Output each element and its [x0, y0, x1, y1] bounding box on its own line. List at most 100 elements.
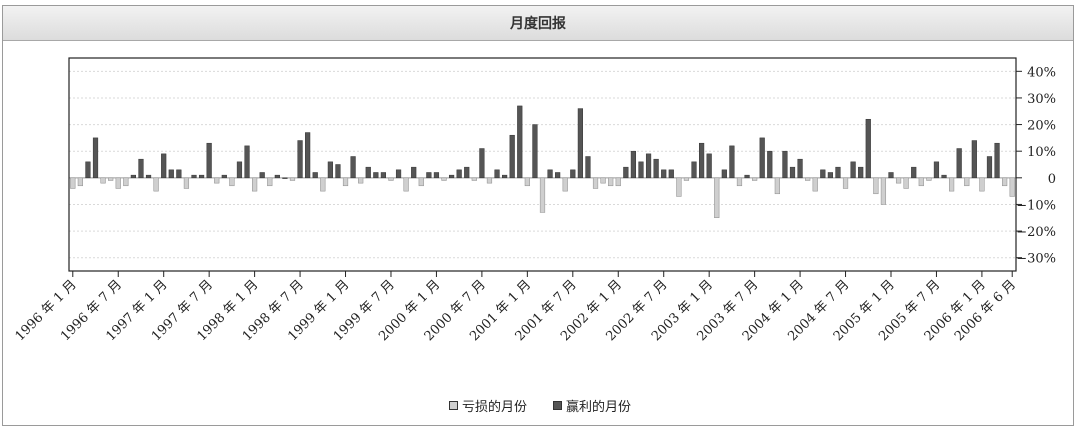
bar-gain — [661, 169, 667, 179]
bar-gain — [221, 174, 227, 179]
bar-loss — [736, 177, 743, 187]
bar-loss — [123, 177, 129, 187]
bar-gain — [645, 153, 652, 179]
bar-gain — [850, 161, 856, 179]
bar-gain — [274, 174, 280, 179]
y-tick-label: 40% — [1027, 65, 1056, 80]
bar-gain — [282, 177, 288, 179]
bar-gain — [729, 145, 735, 179]
bar-gain — [585, 156, 591, 179]
bar-gain — [706, 153, 712, 179]
bar-gain — [191, 174, 197, 179]
bar-gain — [623, 166, 629, 179]
legend-label-loss: 亏损的月份 — [461, 400, 527, 415]
bar-gain — [168, 169, 174, 179]
bar-gain — [85, 161, 91, 179]
y-tick-label: −10% — [1016, 198, 1056, 213]
bar-loss — [229, 177, 235, 187]
bar-loss — [752, 177, 758, 181]
plot-area — [68, 57, 1017, 272]
bar-gain — [494, 169, 500, 179]
bar-gain — [911, 166, 917, 179]
bar-gain — [933, 161, 940, 179]
bar-loss — [880, 177, 887, 205]
bar-loss — [115, 177, 121, 189]
chart-panel: 月度回报 — [2, 5, 1074, 426]
bar-loss — [153, 177, 159, 192]
bar-gain — [350, 156, 356, 179]
bar-gain — [305, 132, 311, 179]
bar-gain — [448, 174, 455, 179]
y-tick-label: −20% — [1016, 225, 1056, 240]
bar-gain — [327, 161, 333, 179]
bar-gain — [759, 137, 765, 179]
bar-loss — [873, 177, 879, 195]
bar-loss — [486, 177, 493, 184]
bar-gain — [767, 150, 773, 179]
bar-loss — [562, 177, 568, 192]
bar-gain — [395, 169, 402, 179]
bar-gain — [971, 140, 977, 179]
legend-swatch-loss — [448, 401, 458, 410]
bar-gain — [698, 142, 705, 179]
bar-gain — [555, 172, 561, 179]
bar-loss — [441, 177, 447, 181]
bar-gain — [297, 140, 303, 179]
legend-item-gain: 赢利的月份 — [553, 396, 631, 415]
bar-gain — [411, 166, 417, 179]
bar-loss — [388, 177, 394, 181]
bar-loss — [539, 177, 546, 213]
bar-gain — [236, 161, 243, 179]
legend-swatch-gain — [553, 401, 562, 410]
bar-gain — [532, 124, 538, 179]
bar-gain — [994, 142, 1000, 179]
bar-gain — [464, 166, 470, 179]
bar-gain — [198, 174, 205, 179]
bar-gain — [130, 174, 136, 179]
bar-loss — [774, 177, 780, 195]
y-tick-label: 20% — [1027, 119, 1056, 134]
bar-gain — [479, 148, 485, 179]
bar-gain — [517, 105, 523, 179]
bar-gain — [789, 166, 796, 179]
bar-gain — [206, 142, 212, 179]
chart-title: 月度回报 — [3, 6, 1073, 41]
bar-loss — [903, 177, 909, 189]
bar-loss — [608, 177, 614, 187]
bar-gain — [986, 156, 993, 179]
bar-gain — [721, 169, 727, 179]
bar-loss — [289, 177, 296, 181]
bar-loss — [812, 177, 818, 192]
bar-gain — [835, 166, 841, 179]
bar-loss — [418, 177, 424, 187]
bar-loss — [524, 177, 530, 187]
bar-loss — [1009, 177, 1015, 197]
legend-label-gain: 赢利的月份 — [566, 400, 632, 415]
bar-loss — [77, 177, 83, 187]
bar-loss — [918, 177, 924, 187]
bar-loss — [100, 177, 106, 184]
bar-gain — [138, 158, 144, 179]
bar-loss — [600, 177, 606, 184]
bar-gain — [426, 172, 432, 179]
bar-gain — [797, 158, 803, 179]
bar-loss — [926, 177, 932, 181]
bar-loss — [342, 177, 349, 187]
bar-gain — [335, 164, 341, 179]
bar-loss — [70, 177, 76, 189]
bar-loss — [320, 177, 326, 192]
bar-loss — [676, 177, 682, 197]
bar-gain — [888, 172, 894, 179]
bar-gain — [547, 169, 553, 179]
y-tick-label: 30% — [1027, 92, 1056, 107]
bar-loss — [964, 177, 970, 187]
bar-gain — [312, 172, 318, 179]
bar-gain — [509, 134, 515, 179]
chart-legend: 亏损的月份 赢利的月份 — [0, 396, 1080, 415]
bar-loss — [267, 177, 273, 187]
bar-gain — [373, 172, 379, 179]
bar-gain — [941, 174, 947, 179]
y-tick-label: −30% — [1016, 252, 1056, 267]
bar-loss — [683, 177, 690, 181]
